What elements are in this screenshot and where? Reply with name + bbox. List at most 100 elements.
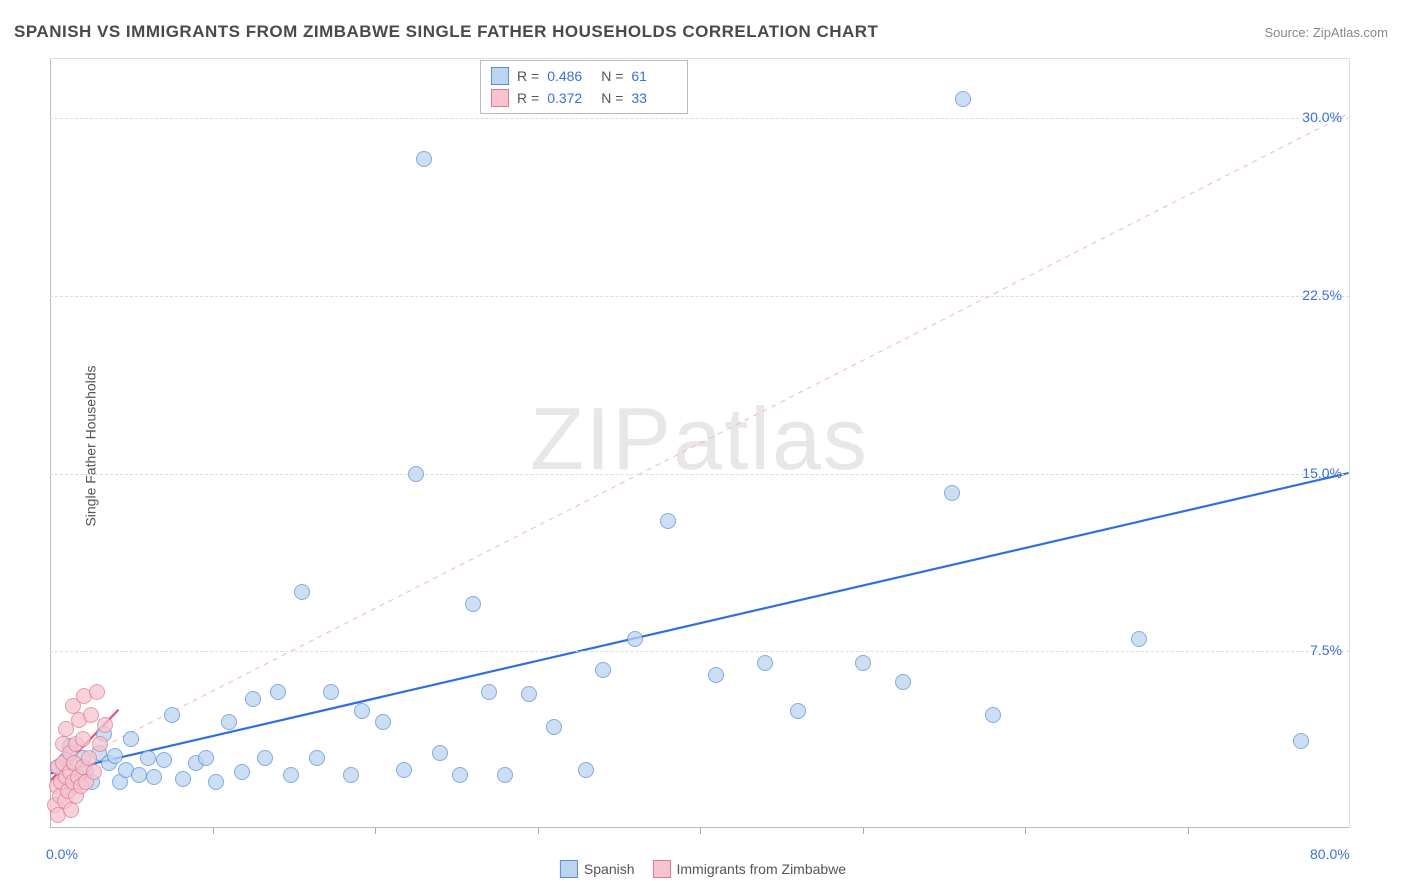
y-axis — [50, 59, 51, 828]
data-point — [708, 667, 724, 683]
data-point — [140, 750, 156, 766]
data-point — [107, 748, 123, 764]
data-point — [63, 802, 79, 818]
y-tick-label: 30.0% — [1302, 109, 1342, 125]
data-point — [757, 655, 773, 671]
plot-area: ZIPatlas — [50, 58, 1350, 828]
legend-label: Spanish — [584, 861, 635, 877]
data-point — [595, 662, 611, 678]
x-tick — [863, 828, 864, 834]
stat-r-label: R = — [517, 90, 539, 106]
data-point — [198, 750, 214, 766]
stat-n-label: N = — [601, 90, 623, 106]
x-tick — [213, 828, 214, 834]
data-point — [895, 674, 911, 690]
data-point — [432, 745, 448, 761]
stats-legend-row: R = 0.486 N = 61 — [491, 65, 677, 87]
x-tick — [538, 828, 539, 834]
data-point — [416, 151, 432, 167]
data-point — [208, 774, 224, 790]
y-tick-label: 22.5% — [1302, 287, 1342, 303]
stats-legend: R = 0.486 N = 61 R = 0.372 N = 33 — [480, 60, 688, 114]
data-point — [578, 762, 594, 778]
data-point — [75, 731, 91, 747]
data-point — [660, 513, 676, 529]
data-point — [627, 631, 643, 647]
chart-title: SPANISH VS IMMIGRANTS FROM ZIMBABWE SING… — [14, 22, 878, 42]
legend-swatch — [491, 67, 509, 85]
data-point — [546, 719, 562, 735]
data-point — [146, 769, 162, 785]
data-point — [465, 596, 481, 612]
data-point — [234, 764, 250, 780]
data-point — [294, 584, 310, 600]
data-point — [123, 731, 139, 747]
data-point — [375, 714, 391, 730]
x-tick — [700, 828, 701, 834]
stat-n-label: N = — [601, 68, 623, 84]
source-prefix: Source: — [1264, 25, 1312, 40]
data-point — [83, 707, 99, 723]
data-point — [89, 684, 105, 700]
legend-swatch — [491, 89, 509, 107]
legend-swatch — [653, 860, 671, 878]
legend-item: Immigrants from Zimbabwe — [653, 860, 847, 878]
data-point — [257, 750, 273, 766]
stat-n-value: 33 — [631, 90, 677, 106]
data-point — [97, 717, 113, 733]
data-point — [270, 684, 286, 700]
data-point — [283, 767, 299, 783]
data-point — [354, 703, 370, 719]
stat-r-label: R = — [517, 68, 539, 84]
stats-legend-row: R = 0.372 N = 33 — [491, 87, 677, 109]
data-point — [408, 466, 424, 482]
data-point — [156, 752, 172, 768]
legend-label: Immigrants from Zimbabwe — [677, 861, 847, 877]
x-min-label: 0.0% — [46, 846, 78, 862]
data-point — [481, 684, 497, 700]
source-label: Source: ZipAtlas.com — [1264, 25, 1388, 40]
trend-line — [50, 473, 1348, 774]
x-max-label: 80.0% — [1310, 846, 1350, 862]
data-point — [944, 485, 960, 501]
data-point — [245, 691, 261, 707]
gridline-h — [50, 651, 1349, 652]
y-tick-label: 7.5% — [1310, 642, 1342, 658]
data-point — [790, 703, 806, 719]
stat-n-value: 61 — [631, 68, 677, 84]
data-point — [452, 767, 468, 783]
chart-container: SPANISH VS IMMIGRANTS FROM ZIMBABWE SING… — [0, 0, 1406, 892]
source-name: ZipAtlas.com — [1313, 25, 1388, 40]
stat-r-value: 0.486 — [547, 68, 593, 84]
gridline-h — [50, 296, 1349, 297]
data-point — [985, 707, 1001, 723]
trend-line — [50, 113, 1348, 773]
gridline-h — [50, 474, 1349, 475]
data-point — [855, 655, 871, 671]
data-point — [1131, 631, 1147, 647]
legend-swatch — [560, 860, 578, 878]
data-point — [164, 707, 180, 723]
data-point — [221, 714, 237, 730]
data-point — [497, 767, 513, 783]
x-tick — [1025, 828, 1026, 834]
trend-lines-layer — [50, 59, 1349, 828]
x-tick — [375, 828, 376, 834]
legend-item: Spanish — [560, 860, 635, 878]
data-point — [343, 767, 359, 783]
data-point — [323, 684, 339, 700]
x-tick — [1188, 828, 1189, 834]
series-legend: Spanish Immigrants from Zimbabwe — [560, 860, 846, 878]
gridline-h — [50, 118, 1349, 119]
y-tick-label: 15.0% — [1302, 465, 1342, 481]
data-point — [131, 767, 147, 783]
data-point — [92, 736, 108, 752]
data-point — [175, 771, 191, 787]
data-point — [521, 686, 537, 702]
data-point — [955, 91, 971, 107]
data-point — [396, 762, 412, 778]
data-point — [86, 764, 102, 780]
data-point — [309, 750, 325, 766]
stat-r-value: 0.372 — [547, 90, 593, 106]
data-point — [1293, 733, 1309, 749]
